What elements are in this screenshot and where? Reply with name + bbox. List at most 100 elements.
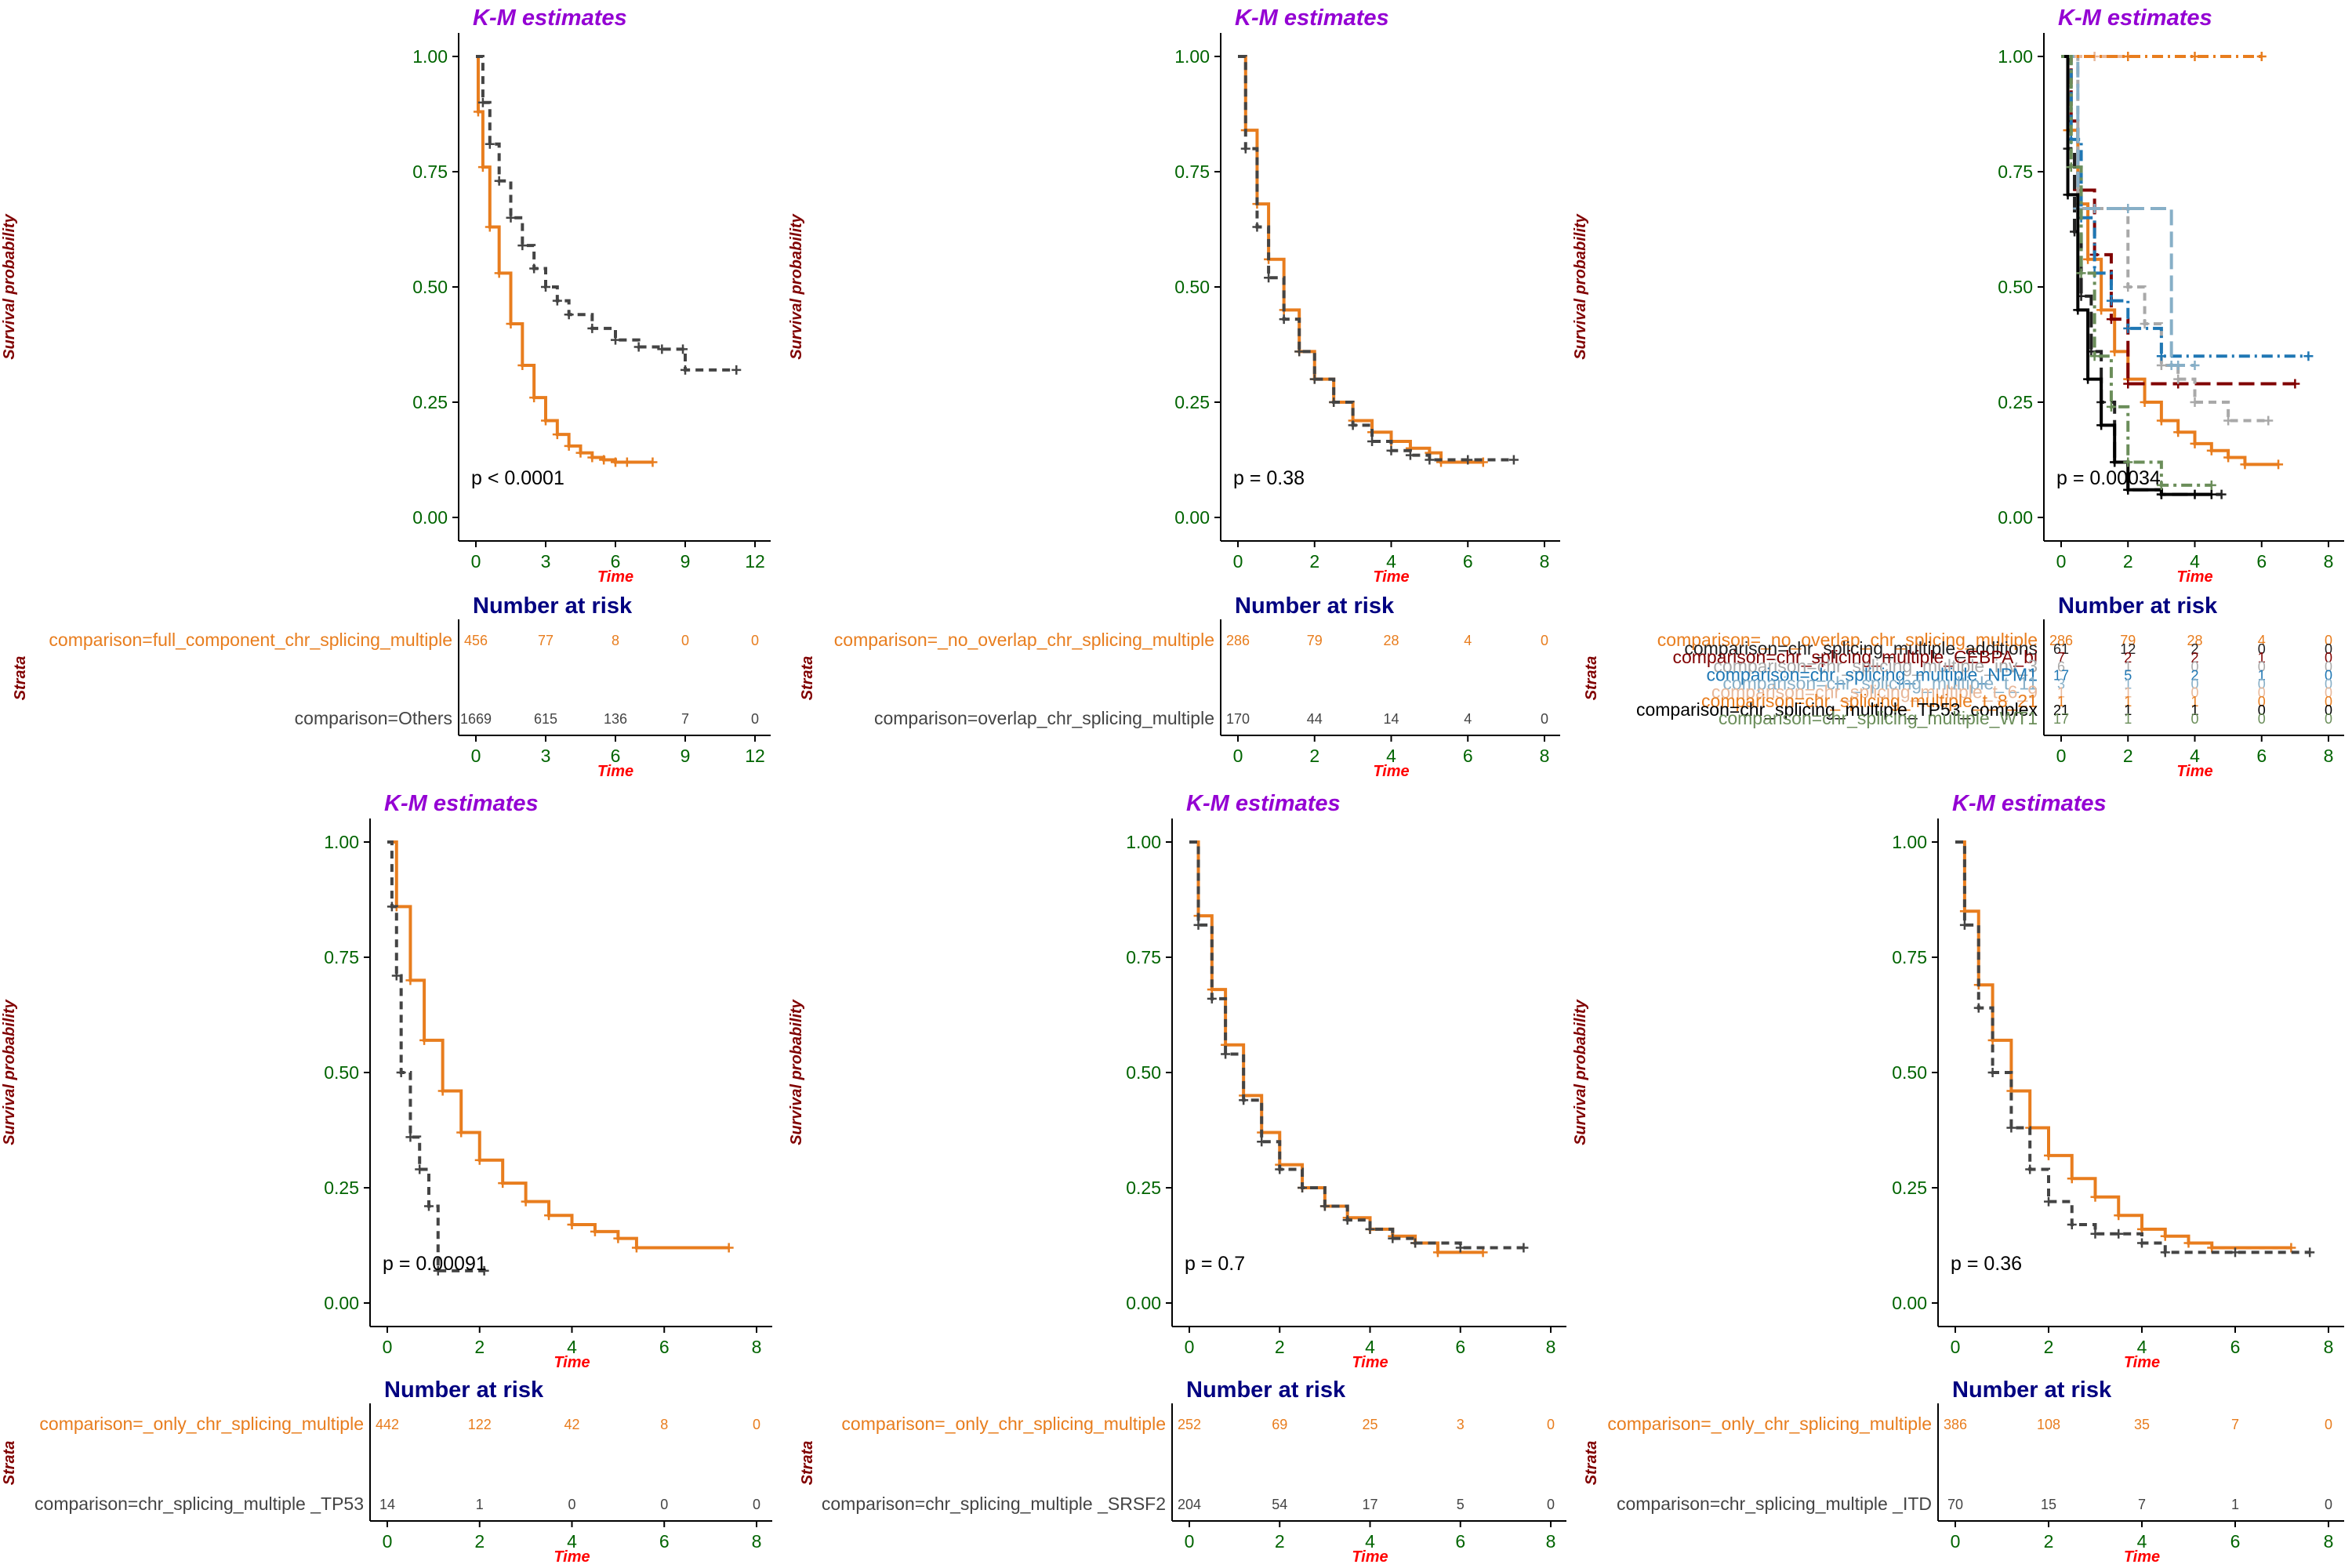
x-tick-label: 6 <box>2230 1337 2241 1357</box>
risk-count: 7 <box>681 711 689 727</box>
risk-count: 1 <box>2190 694 2198 710</box>
censor-mark <box>678 344 688 354</box>
censor-mark <box>1309 374 1319 384</box>
risk-count: 0 <box>568 1497 575 1512</box>
risk-count: 4 <box>2258 633 2266 648</box>
x-tick-label: 4 <box>2190 551 2200 572</box>
censor-mark <box>2140 397 2150 407</box>
y-tick-label: 1.00 <box>324 832 359 852</box>
strata-label: comparison=chr_splicing_multiple_t_11 <box>1722 673 2038 694</box>
p-value: p = 0.00091 <box>383 1253 487 1275</box>
km-curve-series-9 <box>2061 55 2212 496</box>
censor-mark <box>473 107 483 117</box>
censor-mark <box>2106 314 2116 325</box>
strata-label: comparison=chr_splicing_multiple_CEBPA_b… <box>1672 647 2038 667</box>
risk-count: 1 <box>2258 650 2266 666</box>
y-tick-label: 0.00 <box>324 1293 359 1313</box>
censor-mark <box>405 1132 416 1142</box>
censor-mark <box>387 902 397 912</box>
x-tick-label: 0 <box>383 1337 393 1357</box>
y-tick-label: 0.00 <box>412 507 448 528</box>
censor-mark <box>506 212 516 223</box>
censor-mark <box>1425 455 1435 465</box>
censor-mark <box>2123 52 2133 61</box>
censor-mark <box>541 282 550 292</box>
x-tick-label: 12 <box>745 551 765 572</box>
censor-mark <box>1367 436 1377 446</box>
risk-count: 0 <box>2325 702 2332 718</box>
risk-count: 0 <box>2258 685 2266 701</box>
censor-mark <box>1519 1243 1529 1253</box>
censor-mark <box>2089 204 2100 214</box>
x-tick-label: 4 <box>1386 551 1396 572</box>
risk-count: 0 <box>1547 1497 1555 1512</box>
km-curve-series-2 <box>1955 840 2310 1254</box>
risk-count: 28 <box>2187 633 2202 648</box>
x-tick-label: 4 <box>567 1337 577 1357</box>
strata-label: comparison=_only_chr_splicing_multiple <box>841 1414 1166 1434</box>
risk-count: 2 <box>2190 641 2198 657</box>
censor-mark <box>2274 459 2284 470</box>
risk-table-title: Number at risk <box>473 593 633 619</box>
strata-label: comparison=chr_splicing_multiple_NPM1 <box>1706 664 2038 684</box>
x-tick-label: 8 <box>1540 551 1550 572</box>
censor-mark <box>2183 1238 2194 1248</box>
risk-count: 0 <box>2325 1417 2332 1432</box>
censor-mark <box>611 457 620 467</box>
censor-mark <box>1298 1183 1308 1192</box>
risk-x-axis-label: Time <box>554 1548 590 1566</box>
risk-count: 0 <box>1541 633 1548 648</box>
y-axis-label: Survival probability <box>1 213 18 359</box>
y-tick-label: 1.00 <box>1174 46 1210 67</box>
x-tick-label: 9 <box>681 551 691 572</box>
censor-mark <box>2156 489 2166 499</box>
risk-count: 0 <box>2325 711 2332 727</box>
risk-count: 108 <box>2037 1417 2060 1432</box>
censor-mark <box>590 1226 600 1236</box>
censor-mark <box>415 1164 425 1174</box>
censor-mark <box>633 342 644 352</box>
risk-x-tick-label: 2 <box>474 1531 485 1552</box>
censor-mark <box>437 1086 448 1096</box>
risk-x-tick-label: 8 <box>1540 746 1550 766</box>
y-tick-label: 1.00 <box>1998 46 2033 67</box>
censor-mark <box>1252 222 1262 232</box>
censor-mark <box>2073 305 2083 315</box>
x-tick-label: 0 <box>1233 551 1243 572</box>
y-tick-label: 0.75 <box>1126 947 1161 967</box>
y-tick-label: 0.00 <box>1998 507 2033 528</box>
censor-mark <box>2216 489 2227 499</box>
censor-mark <box>477 97 488 107</box>
risk-x-tick-label: 8 <box>2324 746 2334 766</box>
risk-count: 0 <box>2258 677 2266 692</box>
km-title: K-M estimates <box>1235 5 1389 31</box>
km-title: K-M estimates <box>1952 791 2107 816</box>
censor-mark <box>2076 268 2086 278</box>
km-curve-series-1 <box>476 55 653 464</box>
risk-x-tick-label: 6 <box>2230 1531 2241 1552</box>
censor-mark <box>2066 162 2076 172</box>
strata-label: comparison=_no_overlap_chr_splicing_mult… <box>834 630 1214 650</box>
risk-count: 4 <box>1464 633 1472 648</box>
y-tick-label: 0.00 <box>1174 507 1210 528</box>
risk-x-axis-label: Time <box>1373 763 1409 780</box>
x-axis-label: Time <box>554 1354 590 1371</box>
censor-mark <box>1987 1068 1998 1077</box>
censor-mark <box>2096 305 2107 315</box>
censor-mark <box>2123 204 2133 214</box>
risk-count: 44 <box>1307 711 1323 727</box>
risk-x-tick-label: 0 <box>2056 746 2067 766</box>
censor-mark <box>731 365 742 375</box>
censor-mark <box>1432 1247 1443 1258</box>
risk-count: 1 <box>2057 694 2065 710</box>
risk-count: 0 <box>2325 677 2332 692</box>
risk-count: 28 <box>1383 633 1399 648</box>
risk-count: 35 <box>2134 1417 2150 1432</box>
strata-label: comparison=chr_splicing_multiple_WT1 <box>1719 708 2038 728</box>
censor-mark <box>613 1233 623 1243</box>
risk-count: 2 <box>2190 650 2198 666</box>
censor-mark <box>2110 457 2120 467</box>
risk-count: 615 <box>534 711 557 727</box>
km-curve-series-10 <box>2061 55 2212 487</box>
censor-mark <box>396 1068 406 1077</box>
